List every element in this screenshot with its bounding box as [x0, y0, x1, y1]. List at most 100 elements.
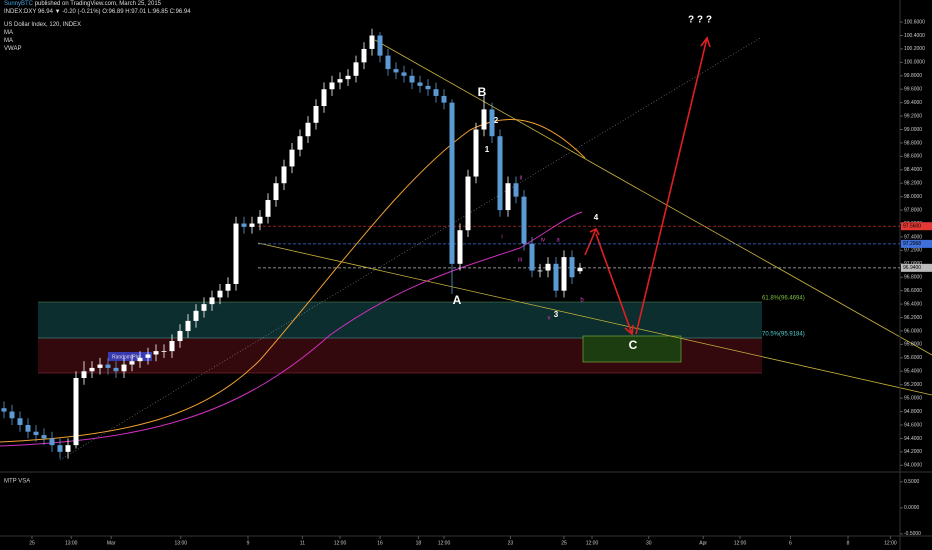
- candle-body: [121, 364, 127, 372]
- candle-body: [185, 320, 191, 331]
- x-tick-label: Mar: [107, 540, 116, 546]
- candle-body: [177, 330, 183, 342]
- y-tick-label: 97.8000: [904, 207, 922, 213]
- x-tick-label: 23: [508, 540, 514, 546]
- x-tick-label: 6: [789, 540, 792, 546]
- moving-average: [0, 118, 586, 443]
- trend-line: [374, 39, 932, 356]
- candle-body: [449, 102, 455, 264]
- y-tick-label: 96.4000: [904, 301, 922, 307]
- x-tick-label: 30: [646, 540, 652, 546]
- y-tick-label: 100.2000: [904, 46, 925, 52]
- candle-body: [553, 263, 559, 291]
- candle-body: [297, 136, 303, 150]
- candle-body: [289, 149, 295, 167]
- candle-body: [9, 411, 15, 419]
- wave-label: B: [478, 85, 487, 99]
- candle-body: [105, 364, 111, 368]
- vwap: [0, 211, 583, 447]
- candle-body: [417, 82, 423, 86]
- candle-body: [513, 183, 519, 197]
- candle-body: [265, 200, 271, 217]
- candle-body: [169, 341, 175, 352]
- indicator: MA: [4, 38, 13, 44]
- candle-body: [161, 351, 167, 352]
- y-tick-label: 100.0000: [904, 60, 925, 66]
- candle-body: [313, 106, 319, 123]
- y-tick-label: 100.6000: [904, 19, 925, 25]
- candle-body: [521, 196, 527, 244]
- price-tag: [901, 222, 932, 231]
- y-tick-label: 95.6000: [904, 355, 922, 361]
- candle-body: [257, 216, 263, 224]
- candle-body: [65, 445, 71, 452]
- candle-body: [49, 438, 55, 446]
- candle-body: [329, 82, 335, 90]
- trend-line: [257, 242, 932, 396]
- wave-label: iii: [518, 258, 522, 264]
- wave-label: ii: [520, 176, 523, 182]
- wave-label: 4: [594, 213, 599, 222]
- y-tick-label: 0.0000: [904, 505, 920, 511]
- x-tick-label: 12:00: [438, 540, 451, 546]
- wave-label: v: [548, 316, 551, 322]
- wave-label: iv: [541, 238, 545, 244]
- y-tick-label: 96.6000: [904, 288, 922, 294]
- candle-body: [17, 418, 23, 425]
- x-tick-label: 9: [247, 540, 250, 546]
- candle-body: [145, 354, 151, 358]
- header: SunnyBTC published on TradingView.com, M…: [4, 1, 161, 7]
- candle-body: [217, 290, 223, 298]
- candle-body: [377, 35, 383, 56]
- y-tick-label: 96.0000: [904, 328, 922, 334]
- y-tick-label: 96.2000: [904, 315, 922, 321]
- y-tick-label: 0.5000: [904, 479, 920, 485]
- candle-body: [361, 48, 367, 63]
- candle-body: [1, 408, 7, 412]
- y-tick-label: 95.8000: [904, 342, 922, 348]
- y-tick-label: 97.4000: [904, 234, 922, 240]
- candle-body: [129, 361, 135, 365]
- indicator: MA: [4, 30, 13, 36]
- y-tick-label: 94.4000: [904, 436, 922, 442]
- candle-body: [537, 270, 543, 272]
- y-tick-label: 97.2000: [904, 248, 922, 254]
- price-tag-label: 97.5600: [903, 224, 921, 230]
- candle-body: [353, 62, 359, 76]
- candle-body: [569, 257, 575, 278]
- candle-body: [233, 223, 239, 284]
- candle-body: [89, 367, 95, 372]
- candle-body: [489, 109, 495, 137]
- candle-body: [401, 72, 407, 76]
- candle-body: [441, 95, 447, 103]
- y-tick-label: 98.8000: [904, 140, 922, 146]
- y-tick-label: 100.4000: [904, 33, 925, 39]
- forecast-arrows: [584, 36, 711, 336]
- published: published on TradingView.com, March 25, …: [34, 1, 161, 7]
- x-tick-label: 25: [29, 540, 35, 546]
- candle-body: [41, 435, 47, 439]
- candle-body: [137, 357, 143, 362]
- y-tick-label: 94.0000: [904, 463, 922, 469]
- wave-label: C: [629, 338, 638, 352]
- y-tick-label: 99.2000: [904, 113, 922, 119]
- x-tick-label: 25: [561, 540, 567, 546]
- wave-label: 1: [485, 145, 490, 154]
- candle-body: [113, 367, 119, 372]
- y-tick-label: 99.0000: [904, 127, 922, 133]
- candle-body: [481, 109, 487, 130]
- candle-body: [281, 166, 287, 184]
- wave-label: 3: [554, 310, 559, 319]
- candle-body: [529, 243, 535, 271]
- y-tick-label: 98.4000: [904, 167, 922, 173]
- price-tag: [901, 263, 932, 272]
- y-tick-label: 96.8000: [904, 275, 922, 281]
- price-tag: [901, 239, 932, 248]
- candle-body: [321, 89, 327, 107]
- indicator: VWAP: [4, 46, 22, 52]
- candle-body: [577, 267, 583, 272]
- candle-body: [465, 176, 471, 231]
- x-tick-label: 13:00: [65, 540, 78, 546]
- candle-body: [97, 364, 103, 368]
- candle-body: [385, 55, 391, 70]
